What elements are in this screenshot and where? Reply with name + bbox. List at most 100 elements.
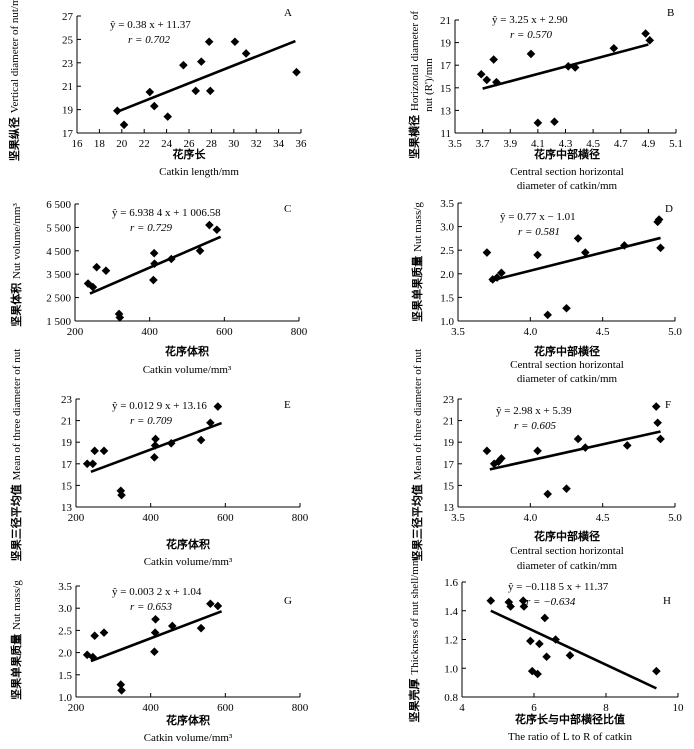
data-point — [651, 402, 661, 411]
data-point — [543, 310, 552, 320]
panel-h: 4 6 8 10 0.8 1.0 1.2 1.4 1.6 ŷ = −0.118 5 x + 11.… — [407, 557, 684, 743]
regression-equation: ŷ = 0.003 2 x + 1.04 — [112, 586, 202, 598]
x-tick-label: 6 — [531, 702, 537, 714]
x-tick-label: 5.1 — [669, 138, 683, 150]
x-axis-title-en: Catkin volume/mm³ — [144, 556, 233, 568]
x-axis-title-en: Central section horizontal — [510, 359, 624, 371]
x-tick-label: 3.5 — [451, 326, 465, 338]
data-point — [206, 599, 215, 609]
y-tick-label: 13 — [440, 105, 452, 117]
data-point — [641, 29, 650, 38]
y-tick-label: 23 — [443, 394, 455, 406]
y-tick-label: 21 — [62, 81, 73, 93]
y-axis-title-cn: 坚果单果质量 — [410, 252, 424, 322]
data-point — [656, 434, 665, 444]
data-point — [113, 106, 122, 116]
y-axis-title-en-line2: nut (R')/mm — [423, 58, 435, 112]
y-tick-label: 5 500 — [46, 222, 71, 234]
x-tick-label: 4 — [459, 702, 465, 714]
x-axis-title-en: Central section horizontal — [510, 166, 624, 178]
data-point — [150, 628, 160, 637]
y-tick-label: 1.2 — [444, 635, 458, 647]
data-point — [119, 120, 129, 130]
data-point — [205, 86, 215, 96]
regression-line — [489, 236, 661, 283]
panel-d: 3.5 4.0 4.5 5.0 1.0 1.5 2.0 2.5 3.0 3.5 ŷ = 0.77 x… — [410, 198, 682, 385]
data-point — [151, 434, 160, 444]
data-point — [489, 459, 499, 469]
x-tick-label: 20 — [116, 138, 128, 150]
x-tick-label: 32 — [251, 138, 262, 150]
regression-equation: ŷ = 3.25 x + 2.90 — [492, 14, 568, 26]
data-point — [151, 615, 160, 624]
y-tick-label: 4 500 — [46, 246, 71, 258]
y-tick-label: 3.0 — [58, 603, 72, 615]
data-point — [609, 43, 619, 53]
data-point — [206, 418, 215, 428]
y-axis-title: 坚果体积 Nut volume/mm³ — [9, 203, 23, 327]
data-point — [213, 402, 223, 411]
data-point — [117, 490, 126, 500]
x-axis-title-en-line2: diameter of catkin/mm — [517, 560, 618, 572]
data-point — [230, 37, 240, 47]
data-point — [149, 275, 158, 285]
x-tick-label: 3.5 — [451, 512, 465, 524]
y-tick-label: 25 — [62, 34, 74, 46]
data-point — [652, 666, 661, 676]
y-axis-title-en: Nut volume/mm³ — [11, 203, 23, 279]
correlation-coefficient: r = 0.570 — [510, 29, 552, 41]
y-tick-label: 1.4 — [444, 606, 458, 618]
x-tick-label: 600 — [217, 512, 234, 524]
data-point — [497, 454, 506, 463]
data-point — [562, 484, 571, 493]
y-tick-label: 6 500 — [46, 199, 71, 211]
y-axis-title-en: Nut mass/g — [412, 202, 424, 252]
data-point — [492, 77, 501, 87]
data-point — [542, 652, 551, 662]
data-point — [195, 246, 205, 256]
data-point — [149, 248, 159, 258]
x-tick-label: 22 — [139, 138, 150, 150]
data-point — [497, 268, 506, 278]
x-tick-label: 4.5 — [586, 138, 600, 150]
correlation-coefficient: r = 0.702 — [128, 34, 170, 46]
data-point — [197, 57, 206, 66]
x-axis-title-cn: 花序中部横径 — [534, 529, 600, 543]
panel-letter: C — [284, 203, 291, 215]
data-point — [150, 453, 159, 462]
data-point — [150, 259, 159, 268]
y-axis-title: 坚果纵径 Vertical diameter of nut/mm — [7, 0, 21, 161]
data-point — [92, 262, 101, 272]
y-tick-label: 17 — [62, 128, 74, 140]
x-axis-title-cn: 花序中部横径 — [534, 344, 600, 358]
y-axis-title-en: Thickness of nut shell/mm — [409, 557, 421, 674]
data-point — [550, 117, 559, 126]
x-tick-label: 800 — [292, 702, 309, 714]
x-tick-label: 200 — [67, 326, 84, 338]
data-point — [179, 60, 188, 70]
data-point — [212, 225, 222, 235]
y-tick-label: 1.5 — [440, 292, 454, 304]
x-tick-label: 400 — [142, 702, 159, 714]
x-tick-label: 3.9 — [503, 138, 517, 150]
data-point — [486, 596, 496, 605]
panel-letter: A — [284, 7, 292, 19]
panel-g: 200 400 600 800 1.0 1.5 2.0 2.5 3.0 3.5 ŷ = 0.003 … — [9, 580, 309, 744]
panel-c: 200 400 600 800 1 500 2 500 3 500 4 500 5 500 6 5… — [9, 199, 308, 376]
data-point — [88, 459, 98, 469]
y-tick-label: 15 — [61, 480, 73, 492]
x-tick-label: 4.9 — [642, 138, 656, 150]
y-tick-label: 17 — [61, 459, 73, 471]
y-tick-label: 1.6 — [444, 577, 458, 589]
y-tick-label: 13 — [61, 502, 73, 514]
data-point — [533, 250, 542, 260]
regression-line — [115, 39, 296, 114]
data-point — [115, 313, 125, 322]
y-tick-label: 3.0 — [440, 222, 454, 234]
x-tick-label: 4.5 — [596, 512, 610, 524]
panel-letter: E — [284, 399, 291, 411]
y-axis-title-cn: 坚果纵径 — [7, 113, 21, 161]
data-point — [90, 631, 99, 641]
correlation-coefficient: r = 0.605 — [514, 420, 556, 432]
y-tick-label: 27 — [62, 11, 74, 23]
